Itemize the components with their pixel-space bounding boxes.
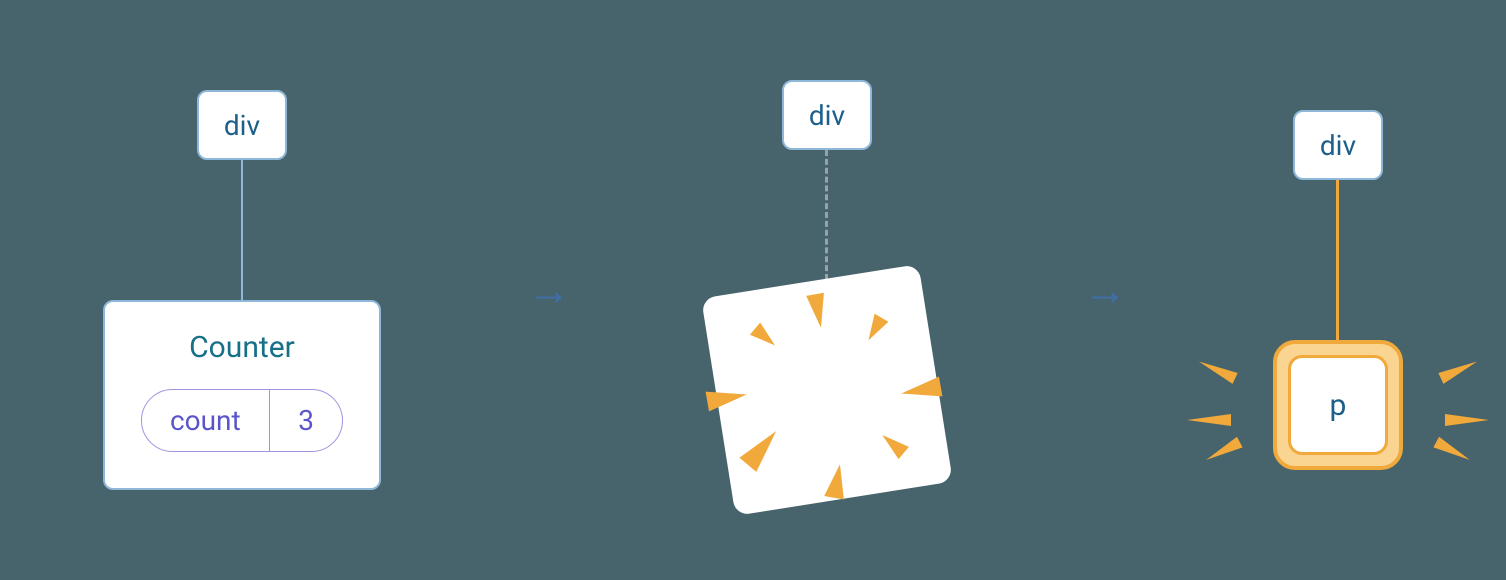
panel-destroy: div xyxy=(717,80,937,500)
arrow-icon: → xyxy=(1083,268,1127,312)
ray-icon xyxy=(1438,356,1479,384)
p-node-wrap: p xyxy=(1273,340,1403,470)
div-node-label: div xyxy=(809,99,845,132)
div-node-label: div xyxy=(1320,129,1356,162)
ray-icon xyxy=(1433,437,1472,465)
state-label: count xyxy=(142,390,269,451)
explosion-box xyxy=(717,280,937,500)
ray-icon xyxy=(1196,356,1237,384)
counter-component: Counter count 3 xyxy=(103,300,381,490)
ray-icon xyxy=(1187,414,1231,426)
counter-title: Counter xyxy=(189,330,295,365)
p-node: p xyxy=(1288,355,1388,455)
div-node-label: div xyxy=(224,109,260,142)
connector-line xyxy=(1336,180,1339,340)
div-node: div xyxy=(1293,110,1383,180)
arrow-icon: → xyxy=(527,268,571,312)
p-node-outer: p xyxy=(1273,340,1403,470)
connector-dashed xyxy=(825,150,828,280)
ray-icon xyxy=(1203,437,1242,465)
panel-before: div Counter count 3 xyxy=(103,90,381,490)
p-node-label: p xyxy=(1330,388,1347,423)
connector-line xyxy=(241,160,243,300)
ray-icon xyxy=(1445,414,1489,426)
state-value: 3 xyxy=(270,390,342,451)
div-node: div xyxy=(197,90,287,160)
state-pill: count 3 xyxy=(141,389,343,452)
panel-after: div p xyxy=(1273,110,1403,470)
div-node: div xyxy=(782,80,872,150)
